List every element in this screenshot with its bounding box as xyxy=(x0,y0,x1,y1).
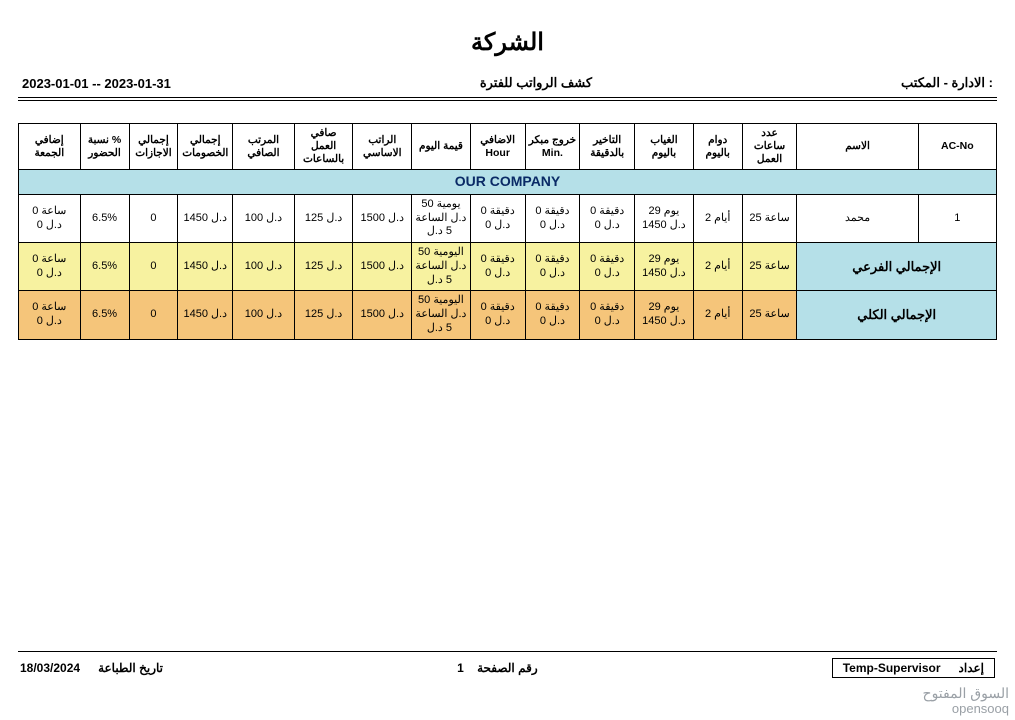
watermark-en: opensooq xyxy=(923,702,1009,716)
col-header: قيمة اليوم xyxy=(412,124,471,170)
header-sub-row: 2023-01-01 -- 2023-01-31 كشف الرواتب للف… xyxy=(18,75,997,98)
cell: دقيقة 0د.ل 0 xyxy=(470,243,525,291)
cell: د.ل 1450 xyxy=(178,291,233,339)
cell: 0 xyxy=(129,243,178,291)
cell: أيام 2 xyxy=(693,194,742,242)
page-label: رقم الصفحة xyxy=(477,661,538,675)
header-rule xyxy=(18,100,997,101)
prepared-by-label: إعداد xyxy=(959,661,984,675)
company-name-cell: OUR COMPANY xyxy=(19,170,997,195)
footer-rule xyxy=(18,651,997,652)
page-number: 1 xyxy=(457,661,464,675)
cell: د.ل 1500 xyxy=(353,291,412,339)
cell: د.ل 100 xyxy=(233,194,295,242)
company-title: الشركة xyxy=(18,28,997,57)
grand-total-label: الإجمالي الكلي xyxy=(797,291,997,339)
col-header: إضافي الجمعة xyxy=(19,124,81,170)
cell: 6.5% xyxy=(80,291,129,339)
date-range: 2023-01-01 -- 2023-01-31 xyxy=(22,76,171,91)
cell: ساعة 25 xyxy=(742,243,797,291)
cell: دقيقة 0د.ل 0 xyxy=(580,291,635,339)
cell: دقيقة 0د.ل 0 xyxy=(470,291,525,339)
cell: محمد xyxy=(797,194,918,242)
col-header: الاضافيHour xyxy=(470,124,525,170)
col-header: الغيابباليوم xyxy=(635,124,694,170)
cell: دقيقة 0د.ل 0 xyxy=(470,194,525,242)
cell: دقيقة 0د.ل 0 xyxy=(525,194,580,242)
cell: ساعة 25 xyxy=(742,291,797,339)
payroll-table: إضافي الجمعةنسبة %الحضورإجماليالاجازاتإج… xyxy=(18,123,997,340)
dept-office-label: الادارة - المكتب : xyxy=(901,75,993,91)
subtotal-label: الإجمالي الفرعي xyxy=(797,243,997,291)
col-header: التاخيربالدقيقة xyxy=(580,124,635,170)
cell: دقيقة 0د.ل 0 xyxy=(580,194,635,242)
col-header: نسبة %الحضور xyxy=(80,124,129,170)
cell: د.ل 125 xyxy=(294,291,353,339)
cell: يوم 29د.ل 1450 xyxy=(635,243,694,291)
cell: د.ل 1500 xyxy=(353,194,412,242)
cell: يوم 29د.ل 1450 xyxy=(635,194,694,242)
cell: د.ل 1450 xyxy=(178,194,233,242)
print-date-value: 18/03/2024 xyxy=(20,661,80,675)
prepared-by-value: Temp-Supervisor xyxy=(843,661,941,675)
print-date-label: تاريخ الطباعة xyxy=(98,661,163,675)
cell: د.ل 1450 xyxy=(178,243,233,291)
cell: د.ل 125 xyxy=(294,243,353,291)
cell: 6.5% xyxy=(80,243,129,291)
cell: اليومية 50د.ل الساعة 5 د.ل xyxy=(412,291,471,339)
cell: د.ل 1500 xyxy=(353,243,412,291)
col-header: الراتبالاساسي xyxy=(353,124,412,170)
report-subtitle: كشف الرواتب للفترة xyxy=(480,75,592,91)
cell: د.ل 100 xyxy=(233,243,295,291)
col-header: دوامباليوم xyxy=(693,124,742,170)
cell: ساعة 0د.ل 0 xyxy=(19,243,81,291)
cell: 0 xyxy=(129,291,178,339)
cell: دقيقة 0د.ل 0 xyxy=(525,243,580,291)
cell: 1 xyxy=(918,194,996,242)
cell: د.ل 100 xyxy=(233,291,295,339)
table-row: ساعة 0د.ل 06.5%0د.ل 1450د.ل 100د.ل 125د.… xyxy=(19,291,997,339)
col-header: AC-No xyxy=(918,124,996,170)
print-date-box: 18/03/2024 تاريخ الطباعة xyxy=(20,661,163,675)
cell: ساعة 25 xyxy=(742,194,797,242)
cell: أيام 2 xyxy=(693,291,742,339)
prepared-by-box: Temp-Supervisor إعداد xyxy=(832,658,995,678)
col-header: إجماليالخصومات xyxy=(178,124,233,170)
table-header-row: إضافي الجمعةنسبة %الحضورإجماليالاجازاتإج… xyxy=(19,124,997,170)
col-header: المرتب الصافي xyxy=(233,124,295,170)
watermark-ar: السوق المفتوح xyxy=(923,686,1009,701)
col-header: الاسم xyxy=(797,124,918,170)
col-header: إجماليالاجازات xyxy=(129,124,178,170)
table-row: ساعة 0د.ل 06.5%0د.ل 1450د.ل 100د.ل 125د.… xyxy=(19,194,997,242)
cell: دقيقة 0د.ل 0 xyxy=(525,291,580,339)
cell: ساعة 0د.ل 0 xyxy=(19,194,81,242)
cell: 6.5% xyxy=(80,194,129,242)
watermark: السوق المفتوح opensooq xyxy=(923,686,1009,716)
cell: د.ل 125 xyxy=(294,194,353,242)
col-header: خروج مبكرMin. xyxy=(525,124,580,170)
table-row: ساعة 0د.ل 06.5%0د.ل 1450د.ل 100د.ل 125د.… xyxy=(19,243,997,291)
footer: 18/03/2024 تاريخ الطباعة رقم الصفحة 1 Te… xyxy=(18,651,997,678)
cell: 0 xyxy=(129,194,178,242)
cell: أيام 2 xyxy=(693,243,742,291)
cell: دقيقة 0د.ل 0 xyxy=(580,243,635,291)
cell: يوم 29د.ل 1450 xyxy=(635,291,694,339)
cell: ساعة 0د.ل 0 xyxy=(19,291,81,339)
page-number-box: رقم الصفحة 1 xyxy=(457,661,538,675)
cell: يومية 50د.ل الساعة 5 د.ل xyxy=(412,194,471,242)
cell: اليومية 50د.ل الساعة 5 د.ل xyxy=(412,243,471,291)
col-header: صافي العملبالساعات xyxy=(294,124,353,170)
company-band-row: OUR COMPANY xyxy=(19,170,997,195)
col-header: عدد ساعاتالعمل xyxy=(742,124,797,170)
